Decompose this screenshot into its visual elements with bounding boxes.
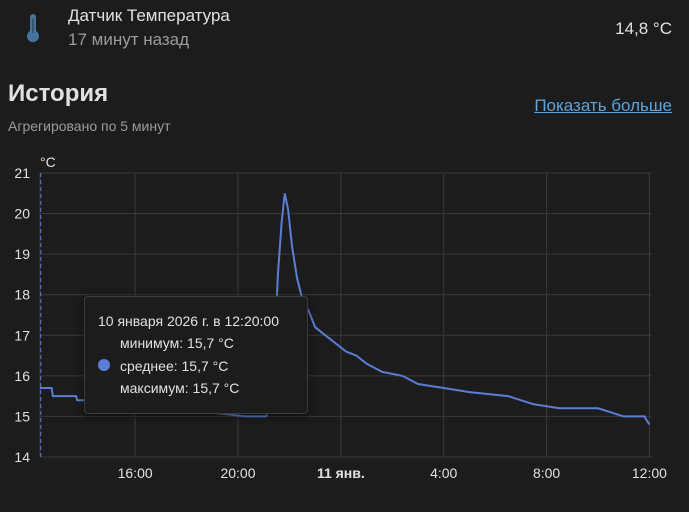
thermometer-icon bbox=[27, 14, 39, 43]
y-tick-label: 17 bbox=[14, 327, 30, 343]
y-tick-label: 14 bbox=[14, 449, 30, 465]
tooltip-avg: среднее: 15,7 °C bbox=[120, 358, 229, 374]
entity-last-changed: 17 минут назад bbox=[68, 30, 190, 49]
tooltip-min: минимум: 15,7 °C bbox=[120, 335, 234, 351]
y-tick-label: 21 bbox=[14, 165, 30, 181]
x-tick-label: 4:00 bbox=[430, 465, 457, 481]
y-tick-label: 20 bbox=[14, 206, 30, 222]
chart-x-axis: 16:00 20:00 11 янв. 4:00 8:00 12:00 bbox=[118, 465, 668, 481]
entity-state: 14,8 °C bbox=[615, 19, 672, 38]
history-title: История bbox=[8, 80, 109, 107]
history-subtitle: Агрегировано по 5 минут bbox=[8, 118, 171, 134]
chart-tooltip: 10 января 2026 г. в 12:20:00 минимум: 15… bbox=[84, 296, 308, 414]
y-tick-label: 19 bbox=[14, 246, 30, 262]
tooltip-title: 10 января 2026 г. в 12:20:00 bbox=[98, 313, 279, 329]
x-tick-label: 16:00 bbox=[118, 465, 153, 481]
show-more-link[interactable]: Показать больше bbox=[534, 96, 672, 115]
y-tick-label: 18 bbox=[14, 287, 30, 303]
x-tick-label: 11 янв. bbox=[317, 465, 365, 481]
y-tick-label: 16 bbox=[14, 368, 30, 384]
y-axis-unit: °C bbox=[40, 154, 56, 170]
tooltip-max: максимум: 15,7 °C bbox=[120, 380, 240, 396]
entity-name: Датчик Температура bbox=[68, 6, 230, 25]
series-color-dot bbox=[98, 359, 110, 371]
x-tick-label: 8:00 bbox=[533, 465, 560, 481]
x-tick-label: 20:00 bbox=[220, 465, 255, 481]
entity-row[interactable]: Датчик Температура 17 минут назад 14,8 °… bbox=[0, 0, 689, 60]
chart-y-axis: 14 15 16 17 18 19 20 21 bbox=[14, 165, 30, 465]
y-tick-label: 15 bbox=[14, 408, 30, 424]
x-tick-label: 12:00 bbox=[632, 465, 667, 481]
